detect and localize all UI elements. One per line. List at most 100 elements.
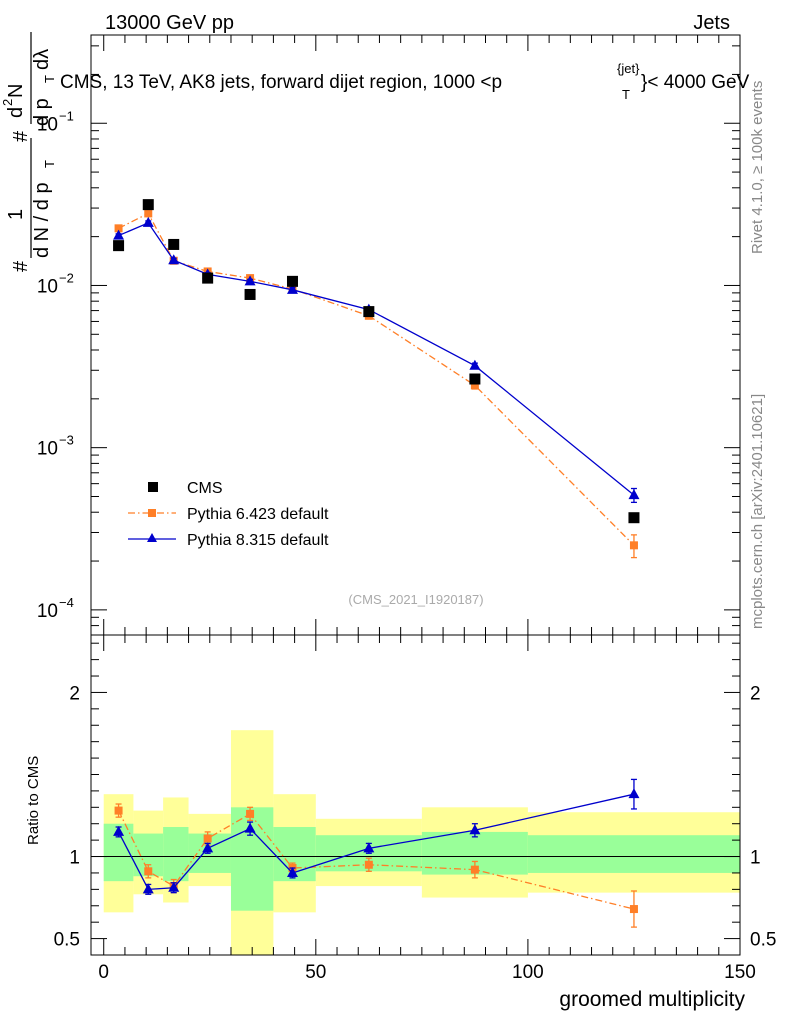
title-end: }< 4000 GeV: [641, 72, 750, 93]
cms-point: [628, 512, 640, 524]
x-tick-label: 150: [724, 962, 756, 983]
ratio-pythia6-point: [203, 834, 212, 843]
main-ticks: [91, 35, 741, 636]
legend-py8-marker: [147, 533, 157, 542]
ylabel-one: 1: [5, 209, 27, 220]
legend: CMS Pythia 6.423 default Pythia 8.315 de…: [128, 480, 329, 549]
pythia6-point: [144, 209, 153, 218]
header-left: 13000 GeV pp: [105, 12, 234, 34]
ratio-band-inner: [230, 807, 274, 911]
main-ytick-label-exp: −2: [59, 270, 74, 285]
ylabel-num-2: 2: [0, 99, 15, 106]
main-ytick-label-base: 10: [37, 439, 58, 460]
pythia8-point: [113, 229, 125, 240]
ratio-frame: [90, 634, 741, 956]
main-ytick-label-exp: −4: [59, 595, 74, 610]
ratio-pythia8-point: [168, 881, 180, 892]
ylabel-den: d N / d p: [31, 182, 53, 258]
main-ytick-label-base: 10: [37, 276, 58, 297]
ratio-pythia6-point: [629, 905, 638, 914]
watermark: (CMS_2021_I1920187): [348, 592, 483, 607]
title-main: CMS, 13 TeV, AK8 jets, forward dijet reg…: [60, 72, 502, 93]
ratio-pythia6-point: [144, 867, 153, 876]
ratio-band-inner: [163, 827, 189, 882]
x-tick-label: 100: [512, 962, 544, 983]
ratio-ylabel: Ratio to CMS: [25, 756, 42, 845]
main-ylabel: # 1 d N / d p T # d 2 N d p T dλ: [0, 32, 57, 272]
cms-point: [244, 288, 256, 300]
pythia8-line: [118, 222, 635, 496]
ratio-bands: [103, 730, 740, 955]
cms-point: [286, 275, 298, 287]
ratio-ytick-label-left: 0.5: [54, 930, 80, 951]
main-yticklabels: 10−410−310−210−1: [37, 108, 74, 622]
ratio-pythia8-point: [244, 822, 256, 833]
cms-point: [363, 306, 375, 318]
rivet-label: Rivet 4.1.0, ≥ 100k events: [749, 81, 766, 254]
pythia8-point: [469, 359, 481, 370]
main-ytick-label-exp: −3: [59, 433, 74, 448]
pythia6-point: [470, 381, 479, 390]
ratio-xticklabels: 0 50 100 150: [98, 962, 755, 983]
main-panel: 10−410−310−210−1 (CMS_2021_I1920187): [37, 34, 741, 636]
pythia8-point: [286, 283, 298, 294]
plot-title: CMS, 13 TeV, AK8 jets, forward dijet reg…: [60, 61, 750, 102]
ylabel-hash-1: #: [10, 260, 32, 272]
ratio-pythia8-point: [142, 883, 154, 894]
ylabel-num-d: d: [5, 107, 27, 118]
mcplots-label: mcplots.cern.ch [arXiv:2401.10621]: [749, 394, 766, 629]
main-ytick-label-base: 10: [37, 601, 58, 622]
ratio-band-inner: [527, 835, 740, 873]
pythia8-point: [168, 254, 180, 265]
ylabel-den2: d p: [31, 98, 53, 126]
ylabel-den-T: T: [42, 160, 57, 168]
legend-py6-label: Pythia 6.423 default: [187, 506, 329, 523]
ylabel-den2-T: T: [42, 75, 57, 83]
main-series: [113, 199, 640, 559]
cms-point: [168, 238, 180, 250]
ylabel-hash-2: #: [10, 130, 32, 142]
ratio-ytick-label-right: 1: [750, 848, 761, 869]
cms-point: [202, 272, 214, 284]
ratio-ytick-label-left: 2: [69, 683, 80, 704]
cms-point: [469, 373, 481, 385]
ratio-pythia8-point: [113, 825, 125, 836]
ratio-ytick-label-right: 2: [750, 683, 761, 704]
x-tick-label: 50: [305, 962, 326, 983]
ratio-pythia8-point: [363, 842, 375, 853]
ratio-series: [113, 778, 640, 928]
pythia6-point: [114, 224, 123, 233]
ratio-pythia6-point: [470, 865, 479, 874]
ratio-pythia8-point: [286, 866, 298, 877]
ratio-pythia6-point: [364, 860, 373, 869]
x-axis-label: groomed multiplicity: [559, 988, 745, 1011]
ratio-pythia6-point: [114, 806, 123, 815]
legend-cms-marker: [148, 482, 158, 492]
ratio-pythia6-point: [246, 809, 255, 818]
ratio-ytick-label-right: 0.5: [750, 930, 776, 951]
ratio-pythia8-point: [628, 788, 640, 799]
pythia8-point: [142, 216, 154, 227]
ratio-pythia8-point: [469, 824, 481, 835]
pythia8-point: [628, 489, 640, 500]
pythia8-point: [244, 275, 256, 286]
legend-py6-marker: [148, 509, 156, 517]
ylabel-den2-l: dλ: [31, 49, 53, 70]
main-ytick-label-base: 10: [37, 114, 58, 135]
header-right: Jets: [693, 12, 730, 34]
ratio-yticklabels: 0.5 0.5 1 1 2 2: [54, 683, 777, 950]
cms-point: [142, 199, 154, 211]
ratio-ytick-label-left: 1: [69, 848, 80, 869]
legend-cms-label: CMS: [187, 480, 223, 497]
title-sub: T: [622, 87, 630, 102]
ylabel-num-N: N: [5, 84, 27, 98]
ratio-ticks: [91, 635, 741, 956]
x-tick-label: 0: [98, 962, 109, 983]
ratio-pythia8-point: [202, 842, 214, 853]
ratio-panel: 0.5 0.5 1 1 2 2 0 50 100 150 Ratio to CMS groome…: [25, 634, 777, 1011]
cms-point: [113, 240, 125, 252]
main-ytick-label-exp: −1: [59, 108, 74, 123]
title-sup: {jet}: [617, 61, 640, 76]
legend-py8-label: Pythia 8.315 default: [187, 532, 329, 549]
